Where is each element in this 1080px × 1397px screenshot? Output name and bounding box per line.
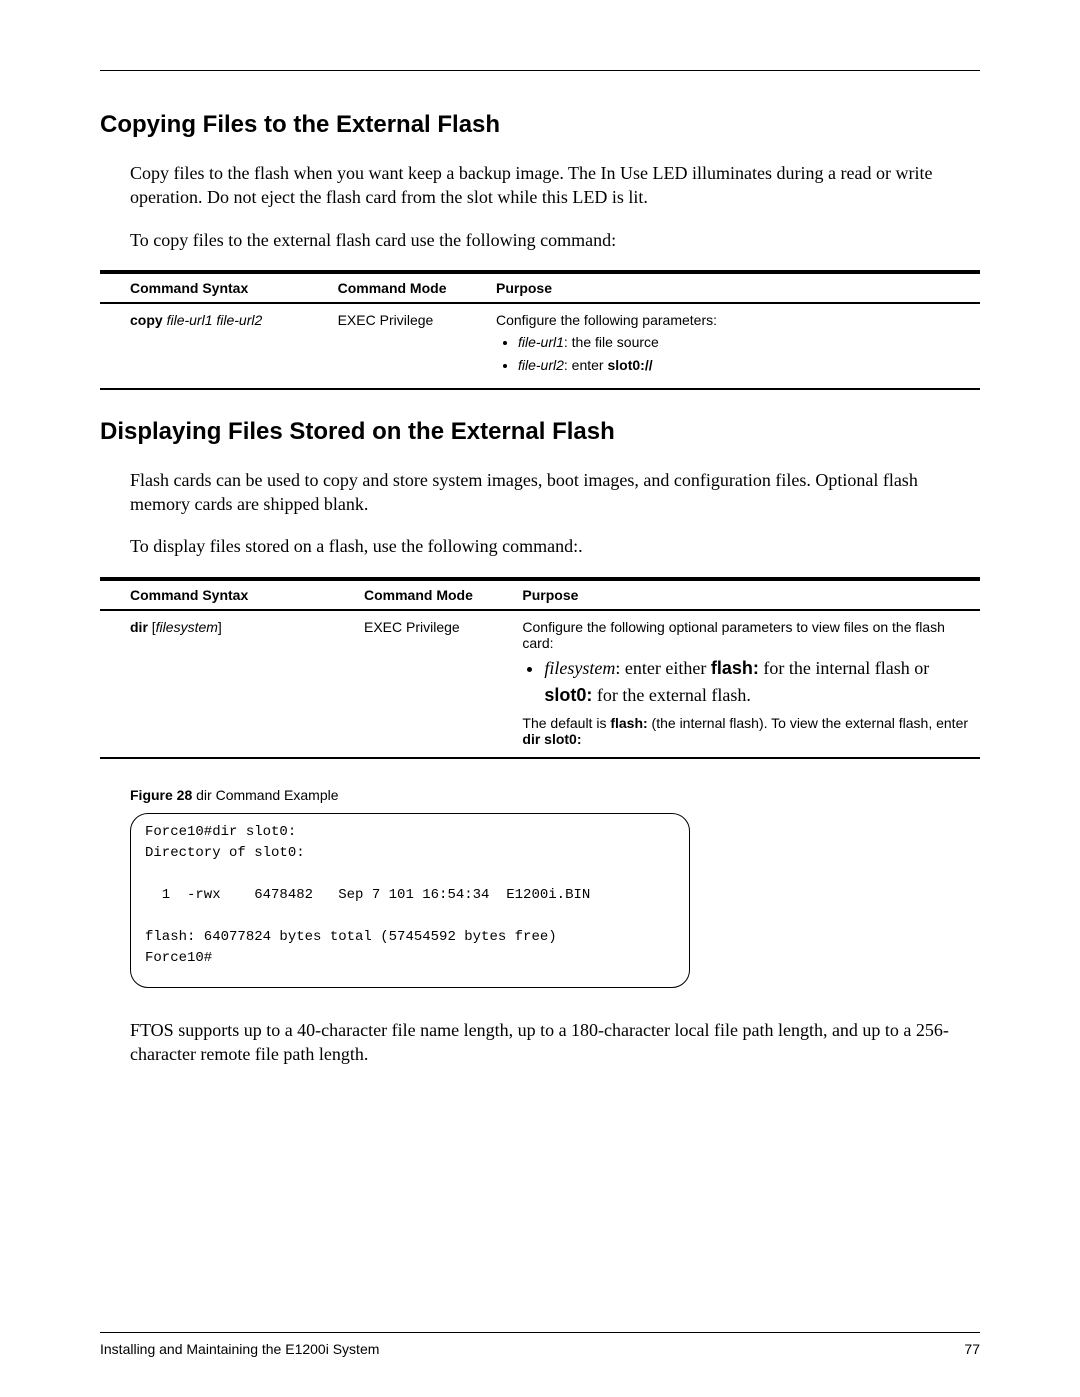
section1-para2: To copy files to the external flash card… (100, 228, 980, 252)
kw-dir-slot0: dir slot0: (522, 731, 581, 747)
param-desc: : enter (564, 357, 608, 373)
purpose-list: filesystem: enter either flash: for the … (522, 655, 972, 709)
t: The default is (522, 715, 610, 731)
t: (the internal flash). To view the extern… (648, 715, 968, 731)
figure-caption: Figure 28 dir Command Example (130, 787, 980, 803)
purpose-intro: Configure the following parameters: (496, 312, 717, 328)
purpose-default: The default is flash: (the internal flas… (522, 715, 972, 747)
section1-heading: Copying Files to the External Flash (100, 111, 980, 139)
code-example: Force10#dir slot0: Directory of slot0: 1… (130, 813, 690, 988)
th-purpose: Purpose (522, 579, 980, 610)
param-desc: : the file source (564, 334, 659, 350)
cmd-args: file-url1 file-url2 (163, 312, 263, 328)
list-item: file-url2: enter slot0:// (518, 355, 972, 376)
th-mode: Command Mode (338, 272, 496, 303)
th-purpose: Purpose (496, 272, 980, 303)
param-name: file-url2 (518, 357, 564, 373)
cell-syntax: dir [filesystem] (100, 610, 364, 758)
cell-purpose: Configure the following optional paramet… (522, 610, 980, 758)
section2-para1: Flash cards can be used to copy and stor… (100, 468, 980, 517)
list-item: file-url1: the file source (518, 332, 972, 353)
section2-command-table: Command Syntax Command Mode Purpose dir … (100, 577, 980, 759)
section2-para2: To display files stored on a flash, use … (100, 534, 980, 558)
kw-flash: flash: (711, 658, 759, 678)
th-mode: Command Mode (364, 579, 522, 610)
cmd-args: filesystem (156, 619, 218, 635)
kw-flash: flash: (610, 715, 647, 731)
footer-page-number: 77 (964, 1341, 980, 1357)
document-page: Copying Files to the External Flash Copy… (0, 0, 1080, 1397)
param-code: slot0:// (607, 357, 652, 373)
cmd-name: dir (130, 619, 148, 635)
purpose-list: file-url1: the file source file-url2: en… (496, 332, 972, 376)
cell-mode: EXEC Privilege (338, 303, 496, 389)
param-name: file-url1 (518, 334, 564, 350)
table-row: copy file-url1 file-url2 EXEC Privilege … (100, 303, 980, 389)
cell-purpose: Configure the following parameters: file… (496, 303, 980, 389)
section1-command-table: Command Syntax Command Mode Purpose copy… (100, 270, 980, 390)
th-syntax: Command Syntax (100, 579, 364, 610)
section2-closing: FTOS supports up to a 40-character file … (100, 1018, 980, 1067)
bracket: ] (218, 619, 222, 635)
page-footer: Installing and Maintaining the E1200i Sy… (100, 1332, 980, 1357)
bracket: [ (148, 619, 156, 635)
kw-slot0: slot0: (544, 685, 592, 705)
figure-title: dir Command Example (192, 787, 338, 803)
t: for the external flash. (592, 685, 750, 705)
top-rule (100, 70, 980, 71)
purpose-intro: Configure the following optional paramet… (522, 619, 972, 651)
footer-left: Installing and Maintaining the E1200i Sy… (100, 1341, 379, 1357)
t: for the internal flash or (759, 658, 929, 678)
list-item: filesystem: enter either flash: for the … (544, 655, 972, 709)
th-syntax: Command Syntax (100, 272, 338, 303)
section2-heading: Displaying Files Stored on the External … (100, 418, 980, 446)
figure-label: Figure 28 (130, 787, 192, 803)
t: : enter either (615, 658, 710, 678)
cmd-name: copy (130, 312, 163, 328)
param-name: filesystem (544, 658, 615, 678)
section1-para1: Copy files to the flash when you want ke… (100, 161, 980, 210)
cell-mode: EXEC Privilege (364, 610, 522, 758)
table-row: dir [filesystem] EXEC Privilege Configur… (100, 610, 980, 758)
cell-syntax: copy file-url1 file-url2 (100, 303, 338, 389)
